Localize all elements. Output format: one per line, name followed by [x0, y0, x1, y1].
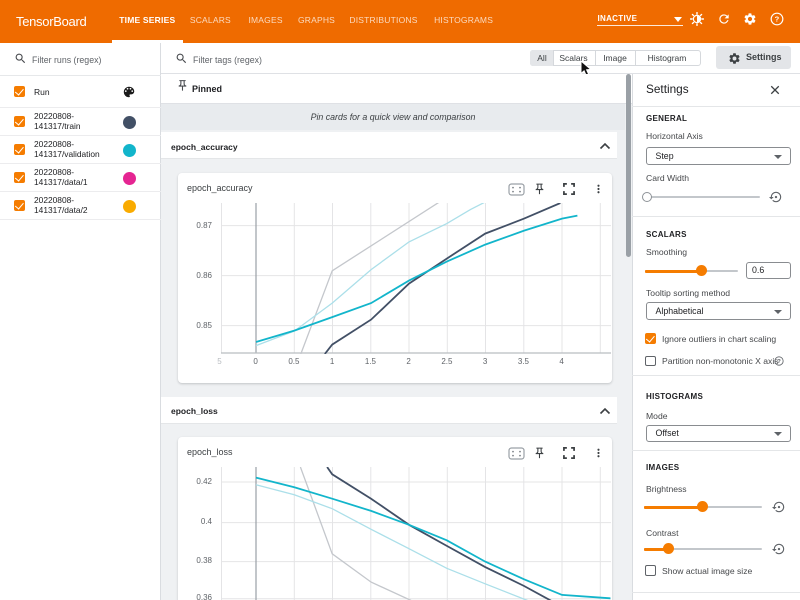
svg-text:?: ?	[775, 15, 780, 24]
svg-text:?: ?	[777, 359, 781, 365]
